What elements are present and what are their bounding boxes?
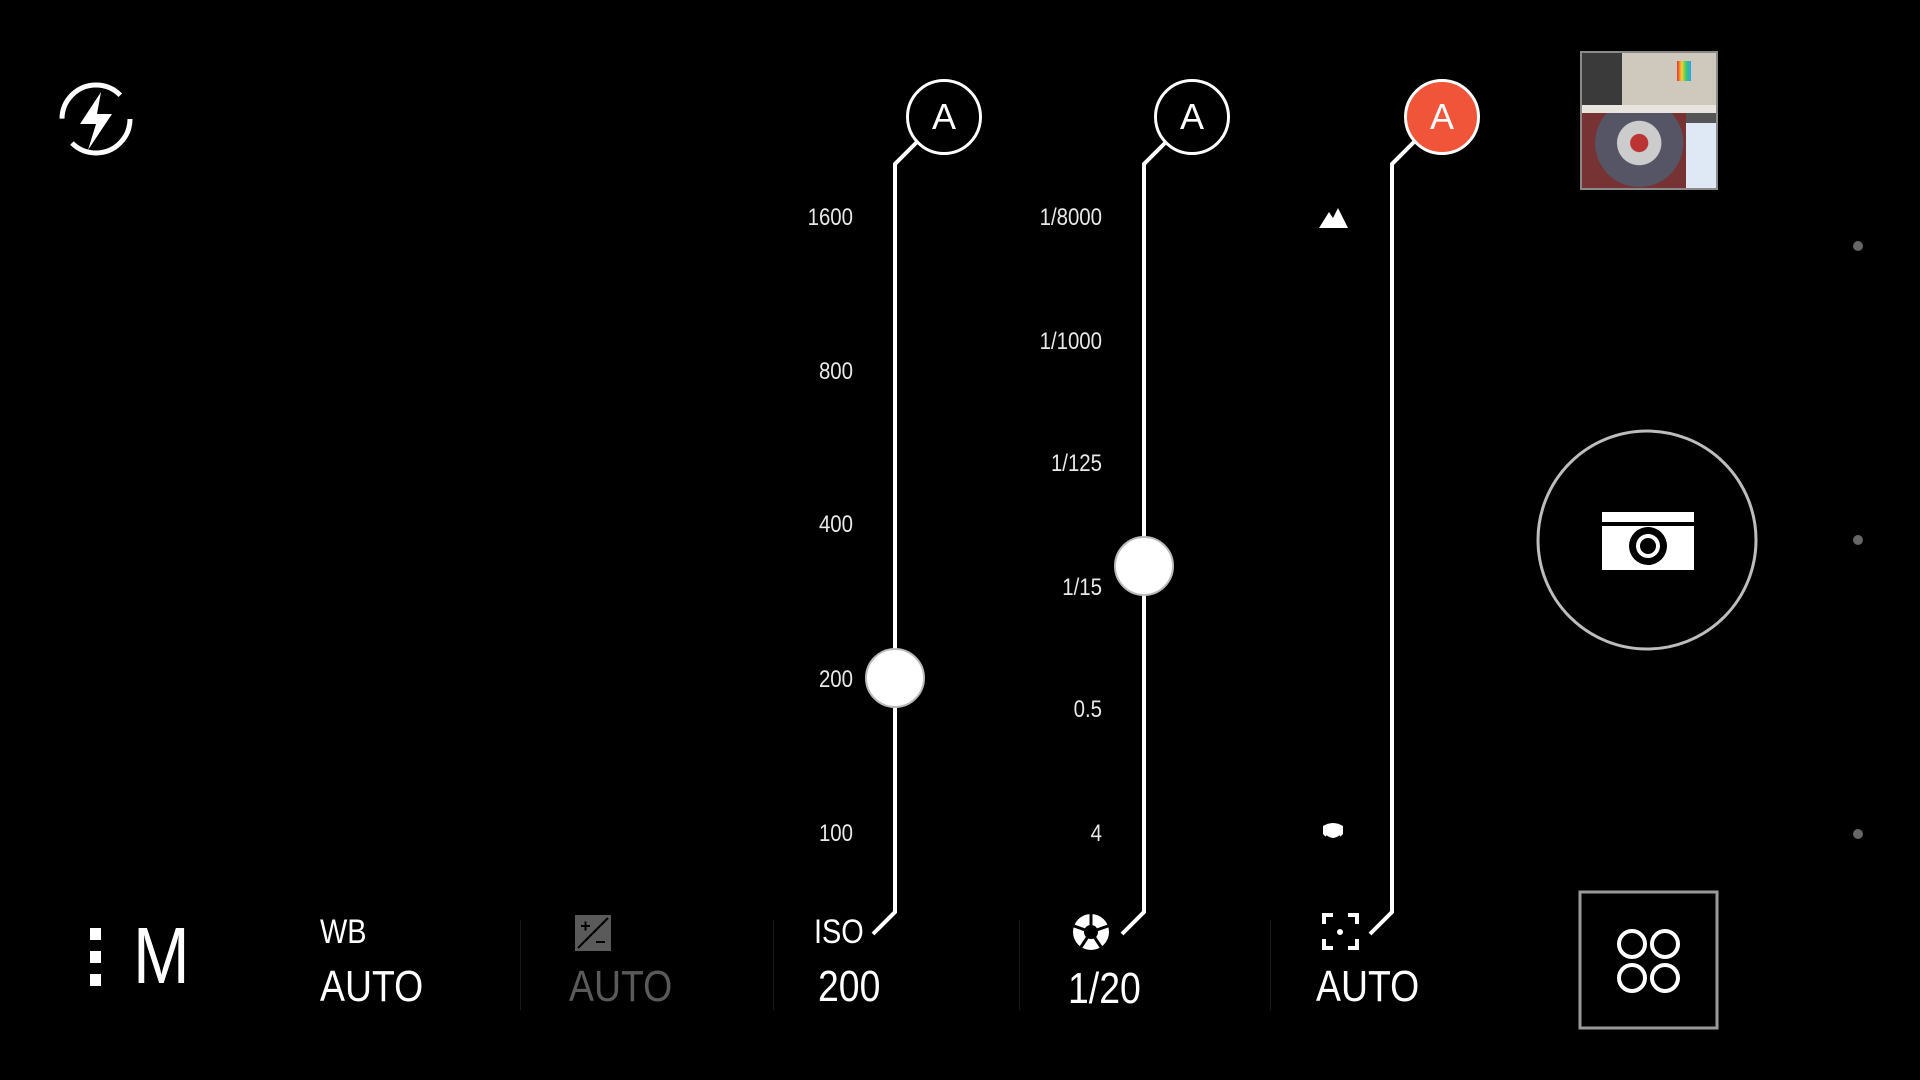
menu-icon[interactable] (90, 928, 101, 986)
shutter-tick: 0.5 (1073, 696, 1102, 723)
iso-tick: 100 (818, 820, 853, 847)
wb-value: AUTO (320, 962, 424, 1011)
last-photo-thumbnail[interactable] (1580, 51, 1718, 190)
focus-auto-label: A (1429, 96, 1454, 137)
divider (520, 920, 521, 1010)
divider (1019, 920, 1020, 1010)
iso-tick: 800 (818, 358, 853, 385)
divider (773, 920, 774, 1010)
aperture-icon[interactable] (1073, 914, 1109, 950)
iso-tick: 200 (818, 666, 853, 693)
iso-auto-button[interactable]: A (906, 79, 982, 155)
shutter-value: 1/20 (1068, 964, 1141, 1013)
shutter-slider-knob[interactable] (1114, 536, 1174, 596)
page-dot (1853, 241, 1863, 251)
iso-tick: 1600 (807, 204, 853, 231)
grid-icon (1617, 929, 1680, 993)
shutter-tick: 1/125 (1050, 450, 1102, 477)
divider (1270, 920, 1271, 1010)
shutter-tick: 1/8000 (1039, 204, 1102, 231)
shutter-button[interactable] (1536, 429, 1758, 651)
iso-tick: 400 (818, 511, 853, 538)
focus-auto-button[interactable]: A (1404, 79, 1480, 155)
exposure-value: AUTO (569, 962, 673, 1011)
shutter-auto-label: A (1179, 96, 1204, 137)
page-dot (1853, 829, 1863, 839)
shutter-auto-button[interactable]: A (1154, 79, 1230, 155)
shutter-tick: 1/1000 (1039, 328, 1102, 355)
camera-modes-button[interactable] (1578, 890, 1719, 1030)
iso-label: ISO (814, 913, 864, 951)
wb-label: WB (320, 913, 367, 951)
flash-auto-icon[interactable] (59, 82, 133, 156)
shutter-tick: 4 (1090, 820, 1102, 847)
iso-slider-knob[interactable] (865, 648, 925, 708)
camera-icon (1602, 512, 1694, 570)
focus-macro-icon (1323, 823, 1343, 840)
shutter-tick: 1/15 (1062, 574, 1102, 601)
iso-auto-label: A (931, 96, 956, 137)
focus-icon[interactable] (1322, 913, 1359, 950)
page-dot (1853, 535, 1863, 545)
focus-mountain-icon (1319, 208, 1348, 228)
mode-label[interactable]: M (133, 911, 190, 1000)
focus-slider-track[interactable] (1368, 140, 1416, 936)
iso-value: 200 (818, 962, 881, 1011)
focus-value: AUTO (1316, 962, 1420, 1011)
exposure-icon[interactable] (575, 915, 611, 951)
iso-slider-track[interactable] (871, 140, 919, 936)
